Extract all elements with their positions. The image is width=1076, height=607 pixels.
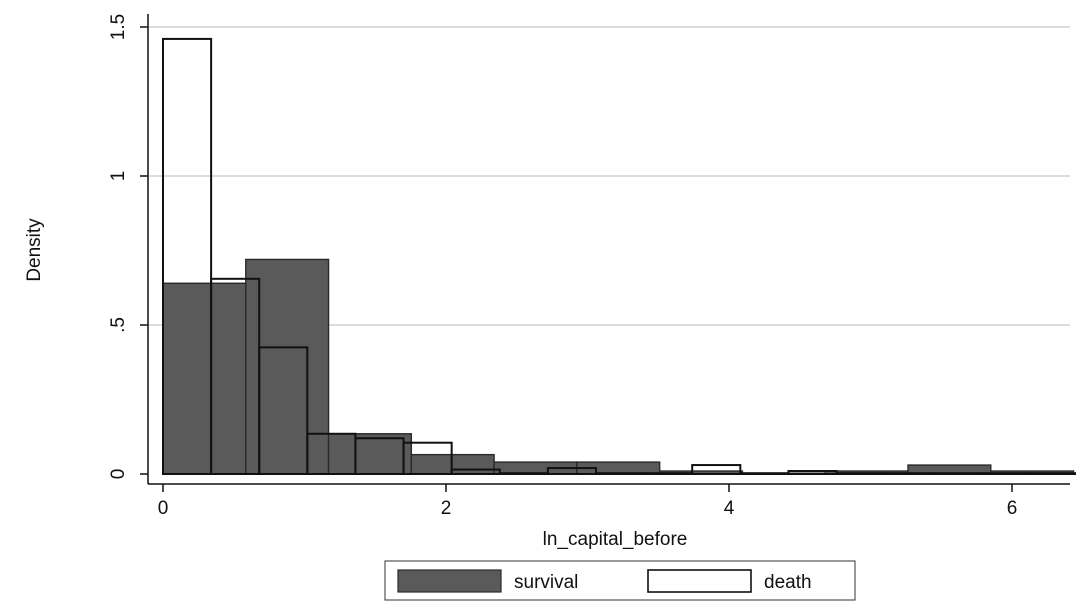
legend-swatch-survival <box>397 569 502 593</box>
legend-label-survival: survival <box>514 572 578 593</box>
bar-survival-3 <box>410 453 495 475</box>
bar-death-17 <box>979 472 1030 476</box>
bar-death-8 <box>546 467 597 476</box>
bar-death-11 <box>691 464 742 475</box>
bar-death-2 <box>258 346 309 476</box>
y-tick-label-1: .5 <box>108 317 129 333</box>
bar-death-16 <box>931 472 982 476</box>
legend-label-death: death <box>764 572 812 593</box>
bar-death-12 <box>739 472 790 476</box>
bar-survival-0 <box>162 282 247 475</box>
bar-death-14 <box>835 472 886 476</box>
x-tick-label-0: 0 <box>158 498 169 519</box>
bar-death-7 <box>498 472 549 476</box>
bar-death-0 <box>162 37 213 475</box>
bar-death-15 <box>883 472 934 476</box>
death-bars <box>162 37 1076 476</box>
bar-death-10 <box>643 472 694 476</box>
bar-death-9 <box>594 472 646 476</box>
ticks: 0 2 4 6 0 .5 1 1.5 <box>108 14 1017 519</box>
y-tick-label-2: 1 <box>108 171 129 182</box>
y-tick-label-0: 0 <box>108 469 129 480</box>
x-tick-label-1: 2 <box>441 498 452 519</box>
bar-survival-1 <box>245 258 330 475</box>
x-tick-label-2: 4 <box>724 498 735 519</box>
legend: survival death <box>384 560 856 601</box>
bar-death-6 <box>450 468 501 475</box>
y-tick-label-3: 1.5 <box>108 14 129 40</box>
survival-bars <box>162 258 1075 475</box>
bar-survival-2 <box>327 433 413 475</box>
axes <box>147 14 1070 485</box>
x-axis-title: ln_capital_before <box>543 529 688 550</box>
bar-death-5 <box>402 441 453 475</box>
bar-death-18 <box>1027 472 1076 476</box>
legend-swatch-death <box>647 569 752 593</box>
x-tick-label-3: 6 <box>1007 498 1018 519</box>
y-axis-title: Density <box>24 218 45 282</box>
